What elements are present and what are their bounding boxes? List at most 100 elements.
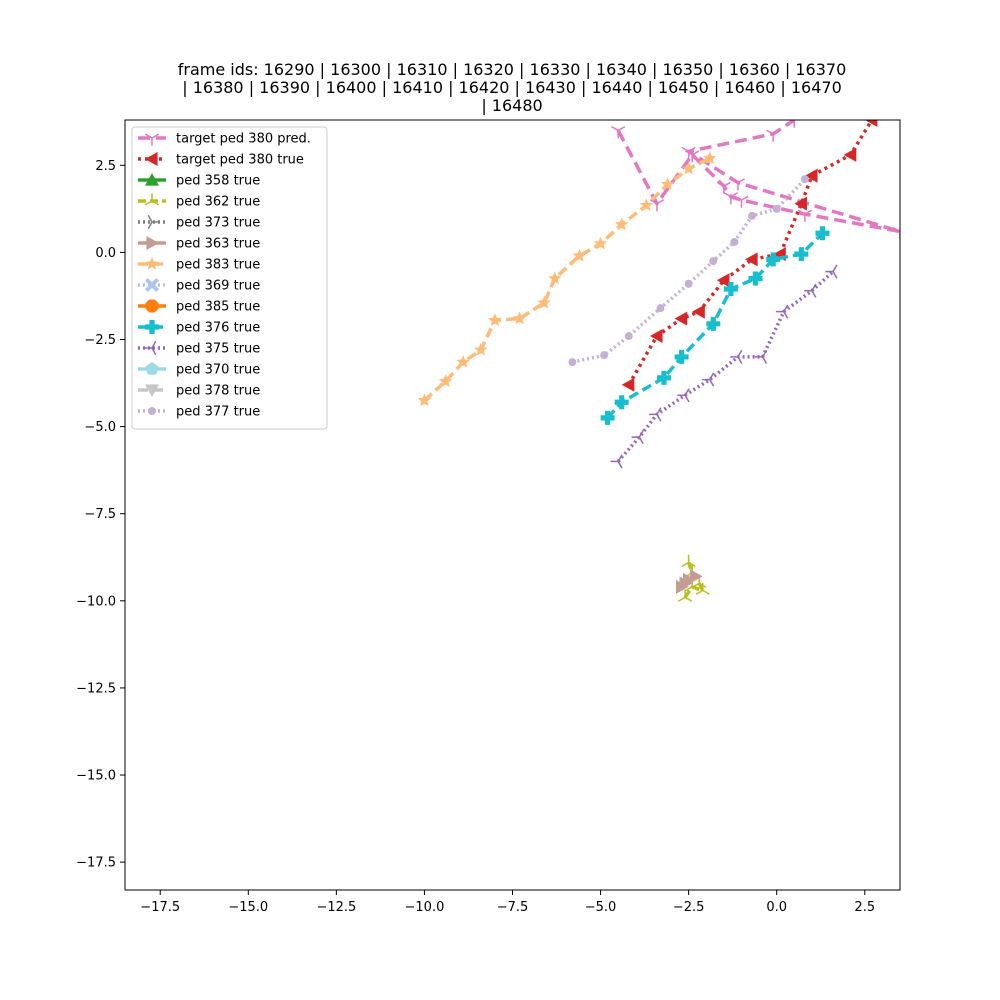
data-point-3-5: [681, 554, 696, 567]
legend-marker-12: [145, 384, 159, 397]
legend-marker-2: [145, 173, 159, 186]
y-axis: 2.5 0.0 −2.5 −5.0 −7.5 −10.0 −12.5 −15.0 −17.5: [76, 159, 125, 871]
legend-label-10: ped 375 true: [176, 342, 260, 357]
data-point-10-2: [649, 407, 662, 422]
data-point-0-11: [792, 120, 796, 128]
series-6: [417, 151, 717, 407]
chart-title-line-3: | 16480: [481, 96, 542, 115]
data-point-13-3: [656, 304, 665, 313]
data-point-10-4: [702, 372, 715, 387]
data-point-6-13: [682, 161, 696, 175]
data-point-6-9: [593, 236, 608, 250]
y-tick-label-6: −12.5: [76, 681, 116, 696]
data-point-6-5: [512, 311, 527, 325]
x-axis: −17.5 −15.0 −12.5 −10.0 −7.5 −5.0 −2.5 0.0 2.5: [140, 890, 875, 915]
y-tick-label-1: 0.0: [95, 246, 116, 261]
y-tick-label-8: −17.5: [76, 856, 116, 871]
legend-marker-0: [144, 133, 160, 146]
legend-entry-9: ped 376 true: [138, 320, 260, 336]
y-tick-label-4: −7.5: [84, 507, 116, 522]
series-9: [600, 226, 830, 425]
legend-marker-1: [145, 152, 158, 166]
series-line-10: [616, 270, 835, 463]
data-point-6-6: [537, 295, 551, 309]
legend-label-12: ped 378 true: [176, 384, 260, 399]
data-point-6-4: [488, 313, 502, 326]
data-point-10-7: [775, 304, 789, 319]
legend-marker-6: [145, 257, 159, 270]
series-line-9: [606, 231, 824, 420]
data-point-6-7: [548, 271, 562, 285]
data-point-13-5: [709, 257, 718, 266]
x-tick-label-2: −12.5: [316, 900, 356, 915]
data-point-13-6: [730, 237, 739, 246]
x-tick-label-1: −15.0: [228, 900, 268, 915]
legend-marker-11: [145, 362, 159, 375]
data-point-1-0: [621, 377, 635, 392]
legend-label-9: ped 376 true: [176, 321, 260, 336]
legend-label-8: ped 385 true: [176, 300, 260, 315]
data-point-3-0: [678, 589, 693, 602]
x-tick-label-3: −10.0: [405, 900, 445, 915]
data-point-9-0: [600, 410, 615, 425]
data-point-0-10: [766, 129, 781, 142]
data-point-0-1: [649, 199, 664, 212]
legend-marker-5: [146, 236, 159, 250]
data-point-0-3: [716, 181, 731, 194]
data-point-1-4: [716, 273, 730, 288]
data-point-9-9: [815, 226, 830, 241]
data-point-13-8: [772, 204, 781, 213]
legend-marker-7: [144, 277, 160, 293]
legend-entry-8: ped 385 true: [138, 299, 260, 315]
data-point-1-8: [804, 168, 818, 183]
data-point-6-2: [456, 355, 470, 368]
legend-label-7: ped 369 true: [176, 279, 260, 294]
legend-label-1: target ped 380 true: [176, 153, 304, 168]
data-point-1-10: [864, 120, 878, 127]
legend-entry-3: ped 362 true: [138, 193, 260, 210]
x-tick-label-0: −17.5: [140, 900, 180, 915]
data-point-0-0: [611, 125, 626, 139]
data-point-1-7: [794, 196, 807, 211]
y-tick-label-5: −10.0: [76, 594, 116, 609]
data-point-0-9: [681, 146, 696, 160]
data-point-3-2: [695, 582, 710, 595]
data-point-13-2: [624, 332, 633, 341]
series-line-0: [616, 120, 900, 234]
data-point-6-12: [660, 177, 675, 191]
data-point-13-7: [748, 211, 757, 220]
data-point-13-9: [800, 175, 809, 184]
legend-marker-8: [145, 299, 159, 313]
data-point-9-4: [706, 316, 721, 331]
series-line-1: [627, 120, 874, 386]
legend-entry-0: target ped 380 pred.: [138, 132, 311, 147]
data-point-9-8: [794, 247, 809, 262]
y-tick-label-0: 2.5: [95, 159, 116, 174]
series-10: [610, 264, 838, 469]
data-point-13-1: [600, 351, 609, 360]
legend-entry-2: ped 358 true: [138, 173, 260, 189]
data-point-13-4: [684, 279, 693, 288]
legend-label-6: ped 383 true: [176, 258, 260, 273]
data-point-13-0: [568, 358, 577, 367]
legend-marker-9: [145, 320, 159, 334]
data-point-0-6: [797, 209, 812, 222]
x-tick-label-8: 2.5: [854, 900, 875, 915]
data-point-1-2: [674, 311, 688, 326]
data-point-9-3: [674, 349, 689, 364]
data-point-9-2: [656, 370, 671, 385]
data-point-10-8: [804, 283, 817, 298]
legend-entry-4: ped 373 true: [138, 214, 260, 231]
legend-marker-13: [148, 407, 156, 415]
data-point-6-8: [572, 248, 587, 262]
data-point-1-5: [745, 252, 758, 267]
series-13: [568, 175, 809, 367]
legend-entry-1: target ped 380 true: [138, 152, 304, 168]
legend-entry-7: ped 369 true: [138, 277, 260, 294]
legend-label-4: ped 373 true: [176, 216, 260, 231]
data-point-5-2: [690, 569, 703, 584]
data-point-0-4: [723, 192, 738, 205]
chart-title-line-1: frame ids: 16290 | 16300 | 16310 | 16320…: [178, 60, 847, 79]
legend-entry-10: ped 375 true: [138, 340, 260, 357]
x-tick-label-4: −7.5: [497, 900, 529, 915]
